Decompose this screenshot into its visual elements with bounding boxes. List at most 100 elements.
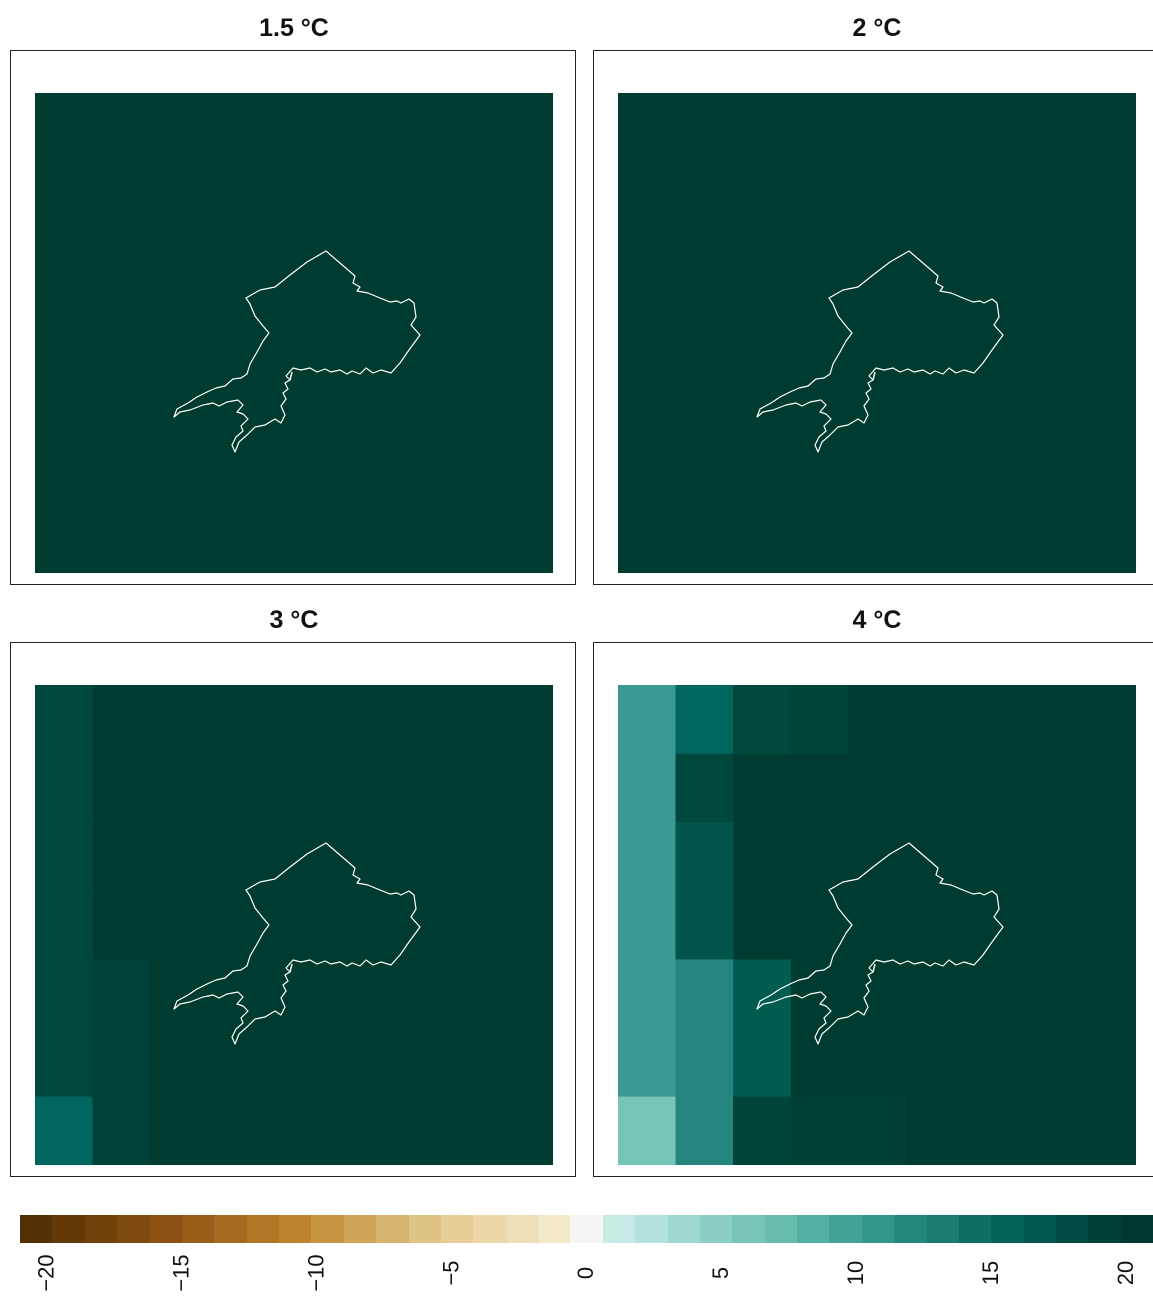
map-svg [35,93,553,573]
legend-swatch [894,1215,927,1243]
grid-cell [675,822,734,892]
legend-swatch [473,1215,506,1243]
map-background [618,93,1136,573]
map-svg [618,93,1136,573]
panel-frame [593,642,1153,1177]
legend-swatch [1056,1215,1089,1243]
grid-cell [675,1028,734,1098]
legend-swatch [1120,1215,1153,1243]
legend-swatch [829,1215,862,1243]
grid-cell [733,1096,791,1165]
map-background [35,93,553,573]
grid-cell [618,753,676,823]
legend-swatch [84,1215,118,1243]
grid-cell [675,890,734,960]
grid-cell [35,753,93,823]
grid-cell [618,1096,676,1165]
grid-cell [92,959,151,1029]
grid-cell [675,1096,734,1165]
legend-tick-label: −20 [33,1254,59,1292]
legend-swatch [440,1215,474,1243]
region-outline-detail [289,371,293,381]
legend-swatch [635,1215,668,1243]
region-outline-detail [872,371,876,381]
region-outline [173,250,421,453]
grid-cell [35,959,93,1029]
legend-swatch [149,1215,182,1243]
grid-cell [733,959,791,1029]
panel-frame [593,50,1153,585]
legend-swatch [246,1215,279,1243]
legend-swatch [958,1215,992,1243]
legend-swatch [408,1215,441,1243]
panel-frame [10,642,576,1177]
grid-cell [618,890,676,960]
legend-swatch [214,1215,247,1243]
grid-cell [848,1096,906,1165]
grid-cell [675,685,734,755]
grid-cell [618,822,676,892]
legend-swatch [1088,1215,1121,1243]
region-outline-detail [289,963,293,973]
legend-swatch [602,1215,636,1243]
grid-cell [35,1028,93,1098]
grid-cell [618,685,676,755]
legend-swatch [797,1215,830,1243]
legend-swatch [117,1215,150,1243]
legend-swatch [991,1215,1024,1243]
grid-cell [618,959,676,1029]
legend-tick-label: −10 [303,1254,329,1292]
legend-swatch [538,1215,571,1243]
region-outline [173,842,421,1045]
legend-tick-label: 0 [573,1266,599,1280]
grid-cell [35,822,93,892]
grid-cell [790,1096,849,1165]
grid-cell [733,1028,791,1098]
panel-title: 2 °C [852,14,902,42]
grid-cell [790,685,849,755]
map-area [35,685,553,1165]
grid-cell [618,1028,676,1098]
panel-title: 3 °C [269,606,319,634]
grid-cell [35,890,93,960]
color-legend-bar [20,1215,1153,1243]
legend-swatch [926,1215,959,1243]
panel-title: 1.5 °C [259,14,329,42]
map-area [618,685,1136,1165]
legend-swatch [181,1215,215,1243]
grid-cell [92,1096,151,1165]
legend-swatch [343,1215,377,1243]
region-outline [756,842,1004,1045]
legend-tick-label: 5 [708,1266,734,1280]
map-svg [618,685,1136,1165]
legend-swatch [699,1215,733,1243]
legend-tick-label: 15 [978,1260,1004,1286]
legend-swatch [20,1215,53,1243]
legend-tick-label: −15 [168,1254,194,1292]
legend-swatch [52,1215,85,1243]
map-area [618,93,1136,573]
map-area [35,93,553,573]
legend-tick-label: −5 [438,1260,464,1286]
legend-swatch [311,1215,344,1243]
legend-tick-label: 20 [1113,1260,1139,1286]
legend-tick-label: 10 [843,1260,869,1286]
legend-swatch [732,1215,765,1243]
grid-cell [675,753,734,823]
legend-swatch [376,1215,409,1243]
legend-swatch [861,1215,895,1243]
legend-swatch [570,1215,603,1243]
region-outline [756,250,1004,453]
grid-cell [35,1096,93,1165]
legend-swatch [764,1215,797,1243]
legend-swatch [667,1215,700,1243]
grid-cell [35,685,93,755]
grid-cell [675,959,734,1029]
legend-swatch [279,1215,312,1243]
region-outline-detail [872,963,876,973]
legend-swatch [505,1215,538,1243]
grid-cell [92,1028,151,1098]
panel-title: 4 °C [852,606,902,634]
grid-cell [733,685,791,755]
legend-swatch [1023,1215,1056,1243]
